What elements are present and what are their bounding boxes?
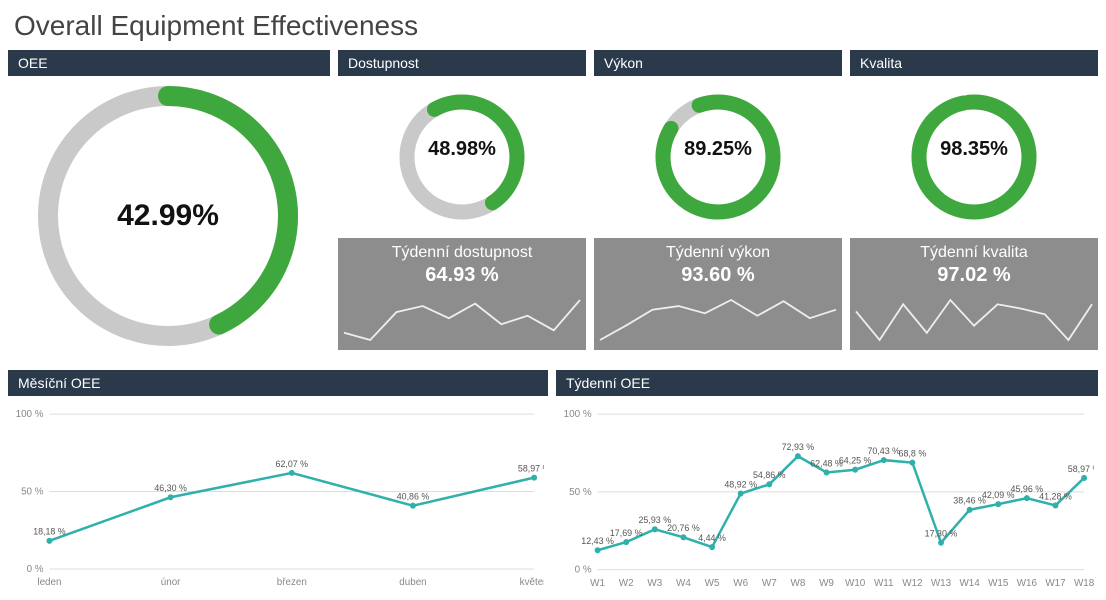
dostupnost-weekly-title: Týdenní dostupnost: [338, 244, 586, 262]
svg-text:0 %: 0 %: [575, 565, 592, 576]
vykon-weekly-value: 93.60 %: [594, 264, 842, 287]
svg-text:W18: W18: [1074, 578, 1094, 589]
weekly-panel: Týdenní OEE 0 %50 %100 %12,43 %17,69 %25…: [556, 370, 1098, 590]
svg-text:70,43 %: 70,43 %: [867, 446, 900, 456]
svg-text:40,86 %: 40,86 %: [397, 492, 429, 502]
svg-text:W16: W16: [1017, 578, 1038, 589]
svg-text:W5: W5: [705, 578, 720, 589]
vykon-donut: 89.25%: [594, 76, 842, 238]
svg-text:41,28 %: 41,28 %: [1039, 491, 1072, 501]
vykon-value: 89.25%: [684, 138, 752, 161]
vykon-weekly-title: Týdenní výkon: [594, 244, 842, 262]
svg-text:17,30 %: 17,30 %: [925, 528, 958, 538]
dostupnost-donut: 48.98%: [338, 76, 586, 238]
oee-panel: OEE 42.99%: [8, 50, 330, 360]
oee-value: 42.99%: [117, 199, 219, 233]
kvalita-header: Kvalita: [850, 50, 1098, 76]
dostupnost-panel: Dostupnost 48.98% Týdenní dostupnost 64.…: [338, 50, 586, 360]
svg-text:březen: březen: [277, 577, 307, 588]
svg-text:W3: W3: [647, 578, 662, 589]
monthly-panel: Měsíční OEE 0 % 50 % 100 % 18,18 % 46,30 % 62…: [8, 370, 548, 590]
svg-text:leden: leden: [37, 577, 61, 588]
svg-text:W14: W14: [959, 578, 980, 589]
svg-text:62,07 %: 62,07 %: [276, 459, 308, 469]
kvalita-weekly-value: 97.02 %: [850, 264, 1098, 287]
svg-text:100 %: 100 %: [16, 409, 44, 420]
svg-text:0 %: 0 %: [27, 564, 44, 575]
vykon-header: Výkon: [594, 50, 842, 76]
svg-text:58,97 %: 58,97 %: [1068, 464, 1094, 474]
svg-text:48,92 %: 48,92 %: [724, 479, 757, 489]
dostupnost-weekly-box: Týdenní dostupnost 64.93 %: [338, 238, 586, 350]
dostupnost-weekly-value: 64.93 %: [338, 264, 586, 287]
weekly-chart: 0 %50 %100 %12,43 %17,69 %25,93 %20,76 %…: [556, 396, 1098, 592]
dostupnost-header: Dostupnost: [338, 50, 586, 76]
svg-text:100 %: 100 %: [564, 409, 592, 420]
svg-text:W1: W1: [590, 578, 605, 589]
kvalita-weekly-box: Týdenní kvalita 97.02 %: [850, 238, 1098, 350]
svg-text:W2: W2: [619, 578, 634, 589]
svg-text:W7: W7: [762, 578, 777, 589]
monthly-chart: 0 % 50 % 100 % 18,18 % 46,30 % 62,07 % 40,86 %…: [8, 396, 548, 591]
kvalita-value: 98.35%: [940, 138, 1008, 161]
svg-text:únor: únor: [161, 577, 181, 588]
svg-text:50 %: 50 %: [21, 486, 44, 497]
page-title: Overall Equipment Effectiveness: [0, 0, 1106, 50]
svg-text:W4: W4: [676, 578, 691, 589]
svg-text:50 %: 50 %: [569, 487, 592, 498]
svg-text:W12: W12: [902, 578, 923, 589]
weekly-header: Týdenní OEE: [556, 370, 1098, 396]
svg-text:W11: W11: [874, 578, 894, 589]
vykon-panel: Výkon 89.25% Týdenní výkon 93.60 %: [594, 50, 842, 360]
kvalita-panel: Kvalita 98.35% Týdenní kvalita 97.02 %: [850, 50, 1098, 360]
svg-text:58,97 %: 58,97 %: [518, 463, 544, 473]
kvalita-donut: 98.35%: [850, 76, 1098, 238]
svg-text:4,44 %: 4,44 %: [698, 533, 726, 543]
svg-text:72,93 %: 72,93 %: [782, 442, 815, 452]
vykon-weekly-box: Týdenní výkon 93.60 %: [594, 238, 842, 350]
svg-text:květen: květen: [520, 577, 544, 588]
svg-text:W10: W10: [845, 578, 866, 589]
svg-text:duben: duben: [399, 577, 426, 588]
svg-text:17,69 %: 17,69 %: [610, 528, 643, 538]
kvalita-weekly-title: Týdenní kvalita: [850, 244, 1098, 262]
bottom-row: Měsíční OEE 0 % 50 % 100 % 18,18 % 46,30 % 62…: [0, 370, 1106, 590]
svg-text:W17: W17: [1045, 578, 1066, 589]
svg-text:W9: W9: [819, 578, 834, 589]
svg-text:54,86 %: 54,86 %: [753, 470, 786, 480]
svg-text:W6: W6: [733, 578, 748, 589]
svg-text:64,25 %: 64,25 %: [839, 456, 872, 466]
svg-text:18,18 %: 18,18 %: [33, 527, 65, 537]
top-row: OEE 42.99% Dostupnost 48.98% Týdenní dos…: [0, 50, 1106, 360]
svg-text:68,8 %: 68,8 %: [899, 448, 927, 458]
monthly-header: Měsíční OEE: [8, 370, 548, 396]
svg-text:20,76 %: 20,76 %: [667, 523, 700, 533]
svg-text:W8: W8: [791, 578, 806, 589]
svg-text:W15: W15: [988, 578, 1009, 589]
svg-text:W13: W13: [931, 578, 952, 589]
dostupnost-value: 48.98%: [428, 138, 496, 161]
oee-header: OEE: [8, 50, 330, 76]
svg-text:46,30 %: 46,30 %: [154, 483, 186, 493]
oee-donut: 42.99%: [8, 76, 328, 356]
